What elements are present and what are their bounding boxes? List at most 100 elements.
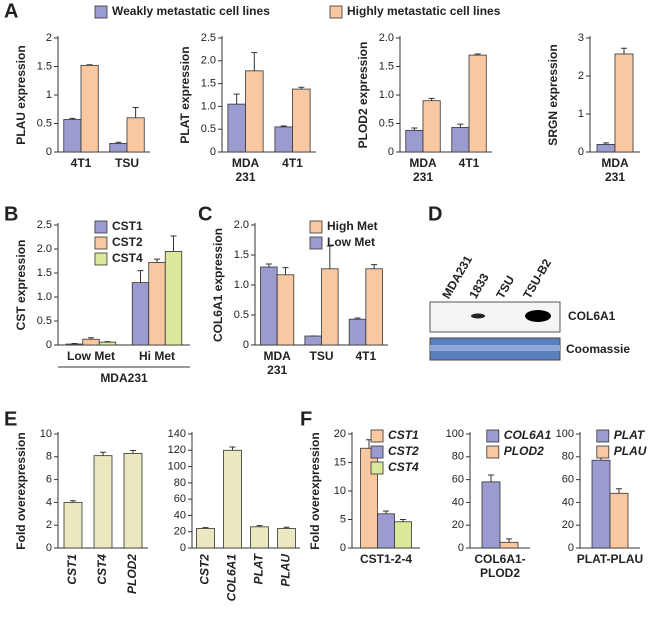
legend-swatch xyxy=(309,236,323,250)
bar xyxy=(82,338,100,346)
legend-label: CST4 xyxy=(388,460,419,474)
legend-swatch xyxy=(370,429,384,443)
error-bar xyxy=(265,263,272,267)
error-bar xyxy=(70,500,76,503)
x-tick-label: CST1-2-4 xyxy=(360,552,412,566)
y-tick-label: 0 xyxy=(578,146,584,158)
legend-label: CST4 xyxy=(112,251,143,265)
error-bar xyxy=(154,258,160,263)
y-tick-label: 2 xyxy=(46,32,52,44)
x-tick-label: COL6A1 xyxy=(225,554,239,602)
y-tick-label: 0 xyxy=(210,146,216,158)
error-bar xyxy=(132,107,139,118)
y-tick-label: 60 xyxy=(562,474,574,486)
legend-swatch xyxy=(94,220,108,234)
y-tick-label: 0 xyxy=(568,542,574,554)
y-tick-label: 0 xyxy=(243,339,249,351)
y-tick-label: 80 xyxy=(562,451,574,463)
y-tick-label: 1.0 xyxy=(379,89,394,101)
blot-panel: D MDA231 1833 TSU TSU-B2 COL6A1 Coomassi… xyxy=(428,203,630,361)
lane-label: TSU-B2 xyxy=(520,256,554,301)
bar xyxy=(250,526,269,549)
bar xyxy=(614,53,634,153)
x-tick-label: PLOD2 xyxy=(125,554,139,594)
x-tick-label: CST4 xyxy=(95,554,109,585)
legend-label: PLAT xyxy=(614,428,646,442)
y-tick-label: 0 xyxy=(46,146,52,158)
lane-label: 1833 xyxy=(466,271,492,301)
bar xyxy=(98,341,117,346)
y-tick-label: 2.0 xyxy=(37,243,52,255)
y-tick-label: 60 xyxy=(174,493,186,505)
y-axis-label: COL6A1 expression xyxy=(211,228,225,342)
y-tick-label: 1.0 xyxy=(234,279,249,291)
x-tick-label: TSU xyxy=(115,156,139,170)
legend-swatch xyxy=(596,445,610,459)
panel-letter: E xyxy=(4,408,17,430)
error-bar xyxy=(283,526,290,529)
error-bar xyxy=(233,93,240,105)
error-bar xyxy=(354,317,361,320)
bar xyxy=(591,459,611,549)
y-tick-label: 20 xyxy=(452,519,464,531)
error-bar xyxy=(616,488,622,494)
bar xyxy=(405,129,424,153)
error-bar xyxy=(170,235,177,252)
y-tick-label: 1.5 xyxy=(37,267,52,279)
y-tick-label: 2 xyxy=(46,519,52,531)
bar xyxy=(260,266,278,346)
y-axis-label: CST expression xyxy=(14,240,28,331)
y-tick-label: 100 xyxy=(446,428,464,440)
bar xyxy=(196,528,215,549)
error-bar xyxy=(603,142,609,145)
error-bar xyxy=(457,123,464,128)
legend-label: CST1 xyxy=(112,219,143,233)
error-bar xyxy=(251,52,258,71)
legend-label: Weakly metastatic cell lines xyxy=(112,4,270,18)
y-tick-label: 60 xyxy=(452,474,464,486)
error-bar xyxy=(229,446,236,451)
y-tick-label: 40 xyxy=(562,496,574,508)
bar xyxy=(123,452,143,549)
y-tick-label: 2.0 xyxy=(379,32,394,44)
bar xyxy=(481,481,501,549)
bar xyxy=(63,501,83,549)
y-tick-label: 1.0 xyxy=(201,100,216,112)
bar xyxy=(63,119,82,153)
row-label: COL6A1 xyxy=(568,309,616,323)
bar xyxy=(292,88,311,153)
y-tick-label: 40 xyxy=(174,509,186,521)
x-tick-label: PLAT-PLAU xyxy=(577,552,643,566)
y-tick-label: 0.5 xyxy=(37,117,52,129)
bar xyxy=(451,127,470,153)
error-bar xyxy=(100,451,106,456)
error-bar xyxy=(621,47,627,54)
error-bar xyxy=(400,519,406,522)
error-bar xyxy=(115,141,122,144)
bar xyxy=(596,143,616,153)
bar xyxy=(422,100,441,153)
y-axis-label: SRGN expression xyxy=(546,44,560,145)
error-bar xyxy=(506,538,512,543)
y-tick-label: 4 xyxy=(46,496,52,508)
legend-swatch xyxy=(94,252,108,266)
x-tick-label: MDA xyxy=(601,156,629,170)
bar xyxy=(468,54,487,153)
panel-letter: F xyxy=(300,408,312,430)
x-tick-label: MDA xyxy=(232,156,260,170)
y-tick-label: 100 xyxy=(556,428,574,440)
panel-letter: B xyxy=(4,203,18,225)
x-tick-label: 4T1 xyxy=(282,156,303,170)
y-tick-label: 1.5 xyxy=(37,60,52,72)
legend-swatch xyxy=(596,429,610,443)
y-tick-label: 0 xyxy=(340,542,346,554)
bar xyxy=(245,70,264,153)
y-tick-label: 0 xyxy=(458,542,464,554)
lane-label: TSU xyxy=(493,273,517,301)
y-tick-label: 1.5 xyxy=(379,60,394,72)
x-tick-label: Low Met xyxy=(67,349,115,363)
y-axis-label: PLAT expression xyxy=(178,46,192,143)
x-tick-label: PLAU xyxy=(279,554,293,587)
bar xyxy=(321,268,339,346)
